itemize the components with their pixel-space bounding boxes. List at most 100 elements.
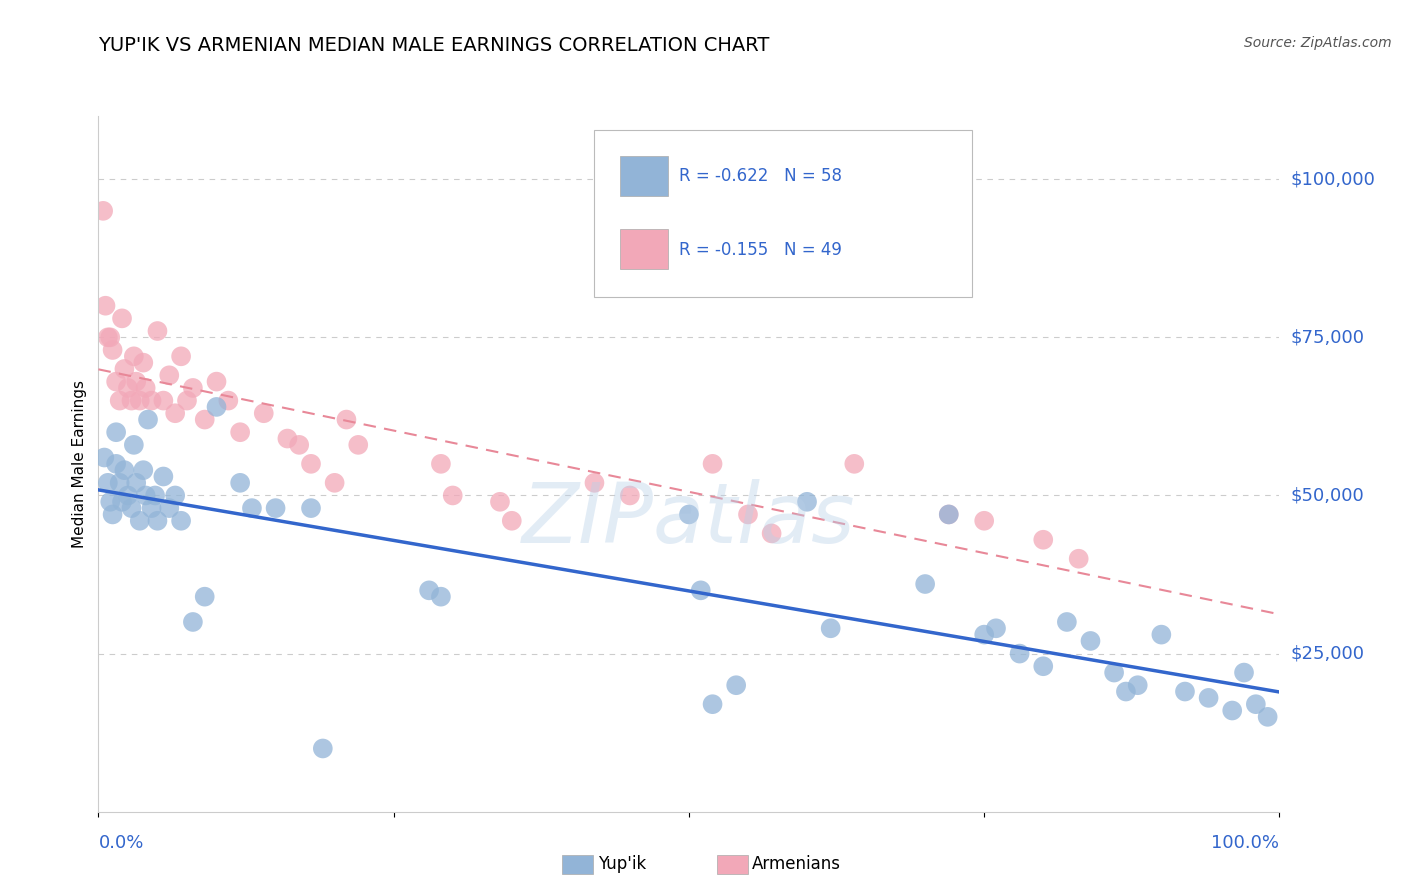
Point [117, 381, 139, 395]
Text: Armenians: Armenians [752, 855, 841, 873]
Point [132, 356, 155, 370]
Text: R = -0.155   N = 49: R = -0.155 N = 49 [679, 241, 842, 259]
Text: Yup'ik: Yup'ik [598, 855, 645, 873]
Point [229, 425, 252, 440]
Text: YUP'IK VS ARMENIAN MEDIAN MALE EARNINGS CORRELATION CHART: YUP'IK VS ARMENIAN MEDIAN MALE EARNINGS … [98, 36, 770, 54]
Point [1174, 684, 1197, 698]
FancyBboxPatch shape [620, 228, 668, 269]
Text: $100,000: $100,000 [1291, 170, 1375, 188]
Point [122, 349, 145, 363]
Point [1067, 551, 1090, 566]
Point [97, 330, 120, 344]
Point [121, 501, 143, 516]
Point [91, 203, 114, 218]
Point [761, 526, 783, 541]
Point [702, 457, 724, 471]
Point [176, 393, 198, 408]
Point [205, 375, 228, 389]
Point [93, 450, 115, 465]
Text: $75,000: $75,000 [1291, 328, 1365, 346]
Point [98, 330, 121, 344]
Point [135, 381, 157, 395]
Point [240, 501, 263, 516]
Point [1233, 665, 1256, 680]
Point [418, 583, 440, 598]
Point [347, 438, 370, 452]
Point [1102, 665, 1125, 680]
Point [938, 508, 960, 522]
Point [125, 475, 148, 490]
Point [181, 381, 204, 395]
Point [1032, 533, 1054, 547]
Point [108, 393, 131, 408]
Point [141, 501, 163, 516]
Text: 0.0%: 0.0% [98, 834, 143, 852]
Text: $25,000: $25,000 [1291, 645, 1365, 663]
Point [181, 615, 204, 629]
Point [170, 349, 193, 363]
Point [430, 590, 453, 604]
Point [938, 508, 960, 522]
Point [105, 375, 128, 389]
Point [299, 501, 322, 516]
Point [1008, 647, 1031, 661]
Point [973, 627, 995, 641]
Text: R = -0.622   N = 58: R = -0.622 N = 58 [679, 168, 842, 186]
Point [125, 375, 148, 389]
Point [146, 324, 169, 338]
Point [725, 678, 748, 692]
Point [136, 412, 159, 426]
Point [217, 393, 239, 408]
Point [122, 438, 145, 452]
Text: 100.0%: 100.0% [1212, 834, 1279, 852]
Point [205, 400, 228, 414]
Point [1032, 659, 1054, 673]
Point [264, 501, 287, 516]
Point [1244, 697, 1267, 711]
Point [1257, 710, 1279, 724]
Point [312, 741, 335, 756]
Point [914, 577, 936, 591]
Point [737, 508, 759, 522]
Point [1056, 615, 1078, 629]
Point [844, 457, 866, 471]
Point [152, 469, 174, 483]
Point [157, 501, 180, 516]
Point [323, 475, 346, 490]
Point [157, 368, 180, 383]
Point [229, 475, 252, 490]
Point [128, 393, 150, 408]
FancyBboxPatch shape [595, 130, 973, 297]
Point [111, 495, 134, 509]
Point [94, 299, 117, 313]
Point [820, 621, 842, 635]
Text: ZIPatlas: ZIPatlas [522, 479, 856, 560]
Point [108, 475, 131, 490]
Point [194, 412, 217, 426]
Point [678, 508, 700, 522]
Point [299, 457, 322, 471]
Point [489, 495, 512, 509]
Point [619, 488, 641, 502]
Point [98, 495, 121, 509]
Point [1220, 704, 1243, 718]
Point [152, 393, 174, 408]
Point [128, 514, 150, 528]
Point [689, 583, 711, 598]
Point [430, 457, 453, 471]
Point [441, 488, 464, 502]
Point [132, 463, 155, 477]
Point [973, 514, 995, 528]
Point [141, 393, 163, 408]
Point [105, 457, 128, 471]
Point [276, 432, 298, 446]
Point [143, 488, 166, 502]
Point [117, 488, 139, 502]
Point [101, 508, 124, 522]
Point [1126, 678, 1149, 692]
Point [1198, 690, 1220, 705]
Point [501, 514, 523, 528]
Point [135, 488, 157, 502]
Point [1115, 684, 1137, 698]
Point [288, 438, 311, 452]
